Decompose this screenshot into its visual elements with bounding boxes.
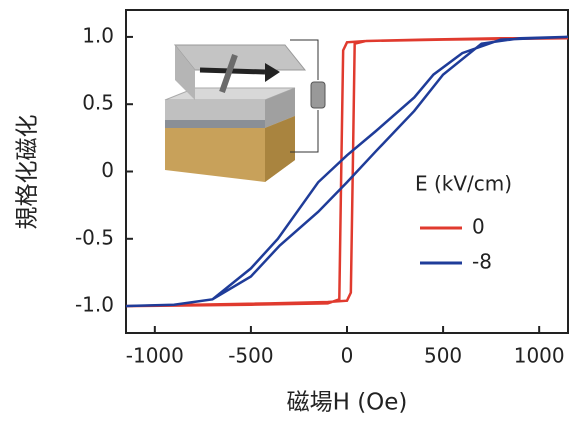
- y-tick-label: -0.5: [75, 225, 114, 249]
- x-tick-label: -500: [228, 344, 273, 368]
- legend-title: E (kV/cm): [415, 172, 512, 196]
- x-axis-label: 磁場H (Oe): [287, 390, 408, 416]
- x-tick-label: 0: [341, 344, 354, 368]
- chart: 規格化磁化 磁場H (Oe) E (kV/cm) 1.0 0.5 0 -0.5 -1.0…: [0, 0, 571, 423]
- y-tick-label: 1.0: [82, 23, 114, 47]
- x-tick-label: 500: [424, 344, 462, 368]
- x-tick-label: 1000: [514, 344, 565, 368]
- y-tick-label: 0: [101, 158, 114, 182]
- legend-label: 0: [472, 215, 485, 239]
- y-tick-label: -1.0: [75, 293, 114, 317]
- legend-label: -8: [472, 250, 492, 274]
- inset-illustration: [165, 40, 325, 182]
- y-axis-label: 規格化磁化: [15, 115, 41, 230]
- y-tick-label: 0.5: [82, 91, 114, 115]
- x-tick-label: -1000: [126, 344, 184, 368]
